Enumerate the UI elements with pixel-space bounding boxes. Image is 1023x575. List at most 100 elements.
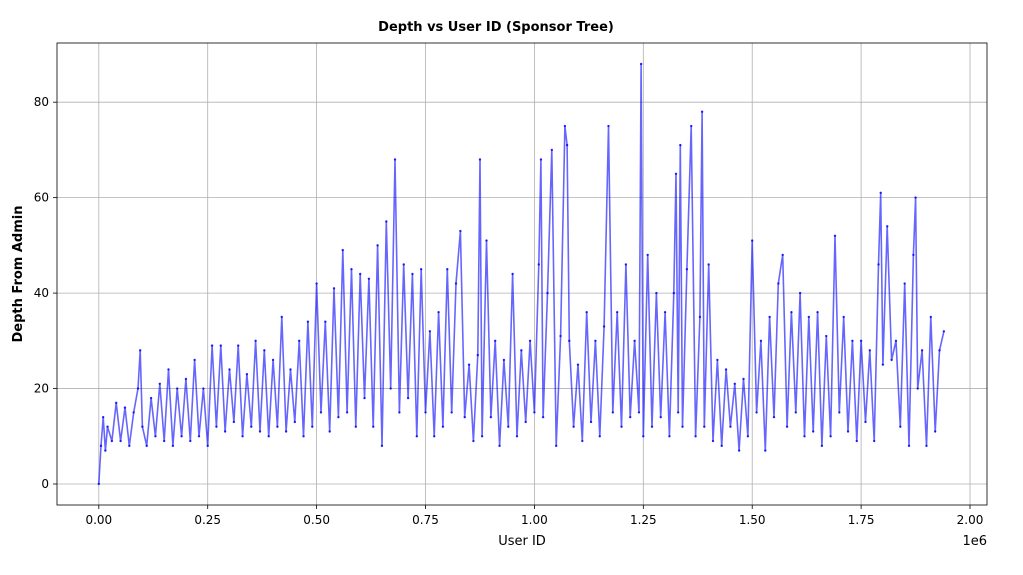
y-tick-label: 20 [34,382,49,396]
data-point [838,411,841,414]
y-tick-label: 60 [34,191,49,205]
data-point [925,444,928,448]
data-point [842,315,845,319]
data-point [803,435,806,438]
x-axis-offset: 1e6 [962,534,987,549]
data-point [668,435,671,438]
data-point [376,244,379,247]
data-point [650,425,654,428]
data-point [419,268,423,271]
data-point [681,425,684,428]
data-point [785,425,789,428]
data-point [890,358,893,362]
data-point [602,325,606,328]
data-point [345,411,349,414]
x-tick-label: 0.50 [303,513,330,527]
data-point [402,263,405,266]
data-point [563,124,567,128]
y-tick-label: 0 [41,477,49,491]
data-point [167,368,170,371]
data-point [276,425,279,428]
data-point [700,110,704,113]
data-point [332,287,336,290]
x-axis-label: User ID [498,534,546,549]
data-point [123,406,127,409]
data-point [746,435,750,438]
data-point [315,282,318,285]
data-point [894,339,898,343]
data-point [324,320,327,323]
plot-frame [56,42,988,506]
data-point [415,435,419,438]
data-point [637,411,641,414]
data-point [685,268,689,271]
data-point [690,124,693,128]
data-point [820,444,824,448]
data-point [674,172,678,175]
data-point [759,339,763,343]
data-point [99,444,103,448]
data-point [245,373,249,376]
data-point [572,425,575,428]
data-point [938,349,941,352]
data-point [393,158,397,161]
data-point [363,396,366,400]
data-point [489,415,493,419]
data-point [581,439,584,443]
data-point [565,143,569,147]
data-point [877,263,880,266]
data-point [624,263,628,266]
data-point [372,425,375,428]
data-point [367,277,371,280]
data-point [115,401,118,405]
data-point [833,234,837,238]
x-tick-label: 1.00 [521,513,548,527]
data-point [154,435,157,438]
data-point [611,411,615,414]
data-point [798,291,802,295]
data-point [720,444,723,448]
x-tick-label: 0.00 [85,513,112,527]
data-point [189,439,192,443]
data-line [98,63,945,485]
data-point [781,253,784,257]
data-point [589,420,593,424]
grid [57,43,987,505]
data-point [886,225,889,228]
data-point [916,387,919,390]
data-point [742,377,745,381]
data-point [737,449,741,452]
data-point [642,435,645,438]
x-tick-label: 1.75 [848,513,875,527]
data-point [297,339,301,343]
data-point [550,148,554,152]
data-point [101,415,105,419]
data-point [899,425,902,428]
data-point [554,444,558,448]
data-point [659,415,662,419]
data-point [914,196,917,199]
data-point [472,439,475,443]
data-point [406,396,410,400]
data-point [859,339,863,343]
data-point [341,248,344,252]
data-point [716,358,719,362]
data-point [528,339,532,343]
data-point [171,444,175,448]
data-point [385,220,388,223]
data-point [772,415,776,419]
data-point [358,272,362,276]
data-point [846,430,850,433]
data-point [289,368,292,371]
data-point [302,435,305,438]
data-point [350,268,353,271]
data-point [145,444,148,448]
data-point [197,435,201,438]
data-point [864,420,867,424]
data-point [755,411,758,414]
data-point [476,353,479,357]
data-point [450,411,453,414]
y-axis-label: Depth From Admin [11,206,26,343]
data-point [507,425,510,428]
